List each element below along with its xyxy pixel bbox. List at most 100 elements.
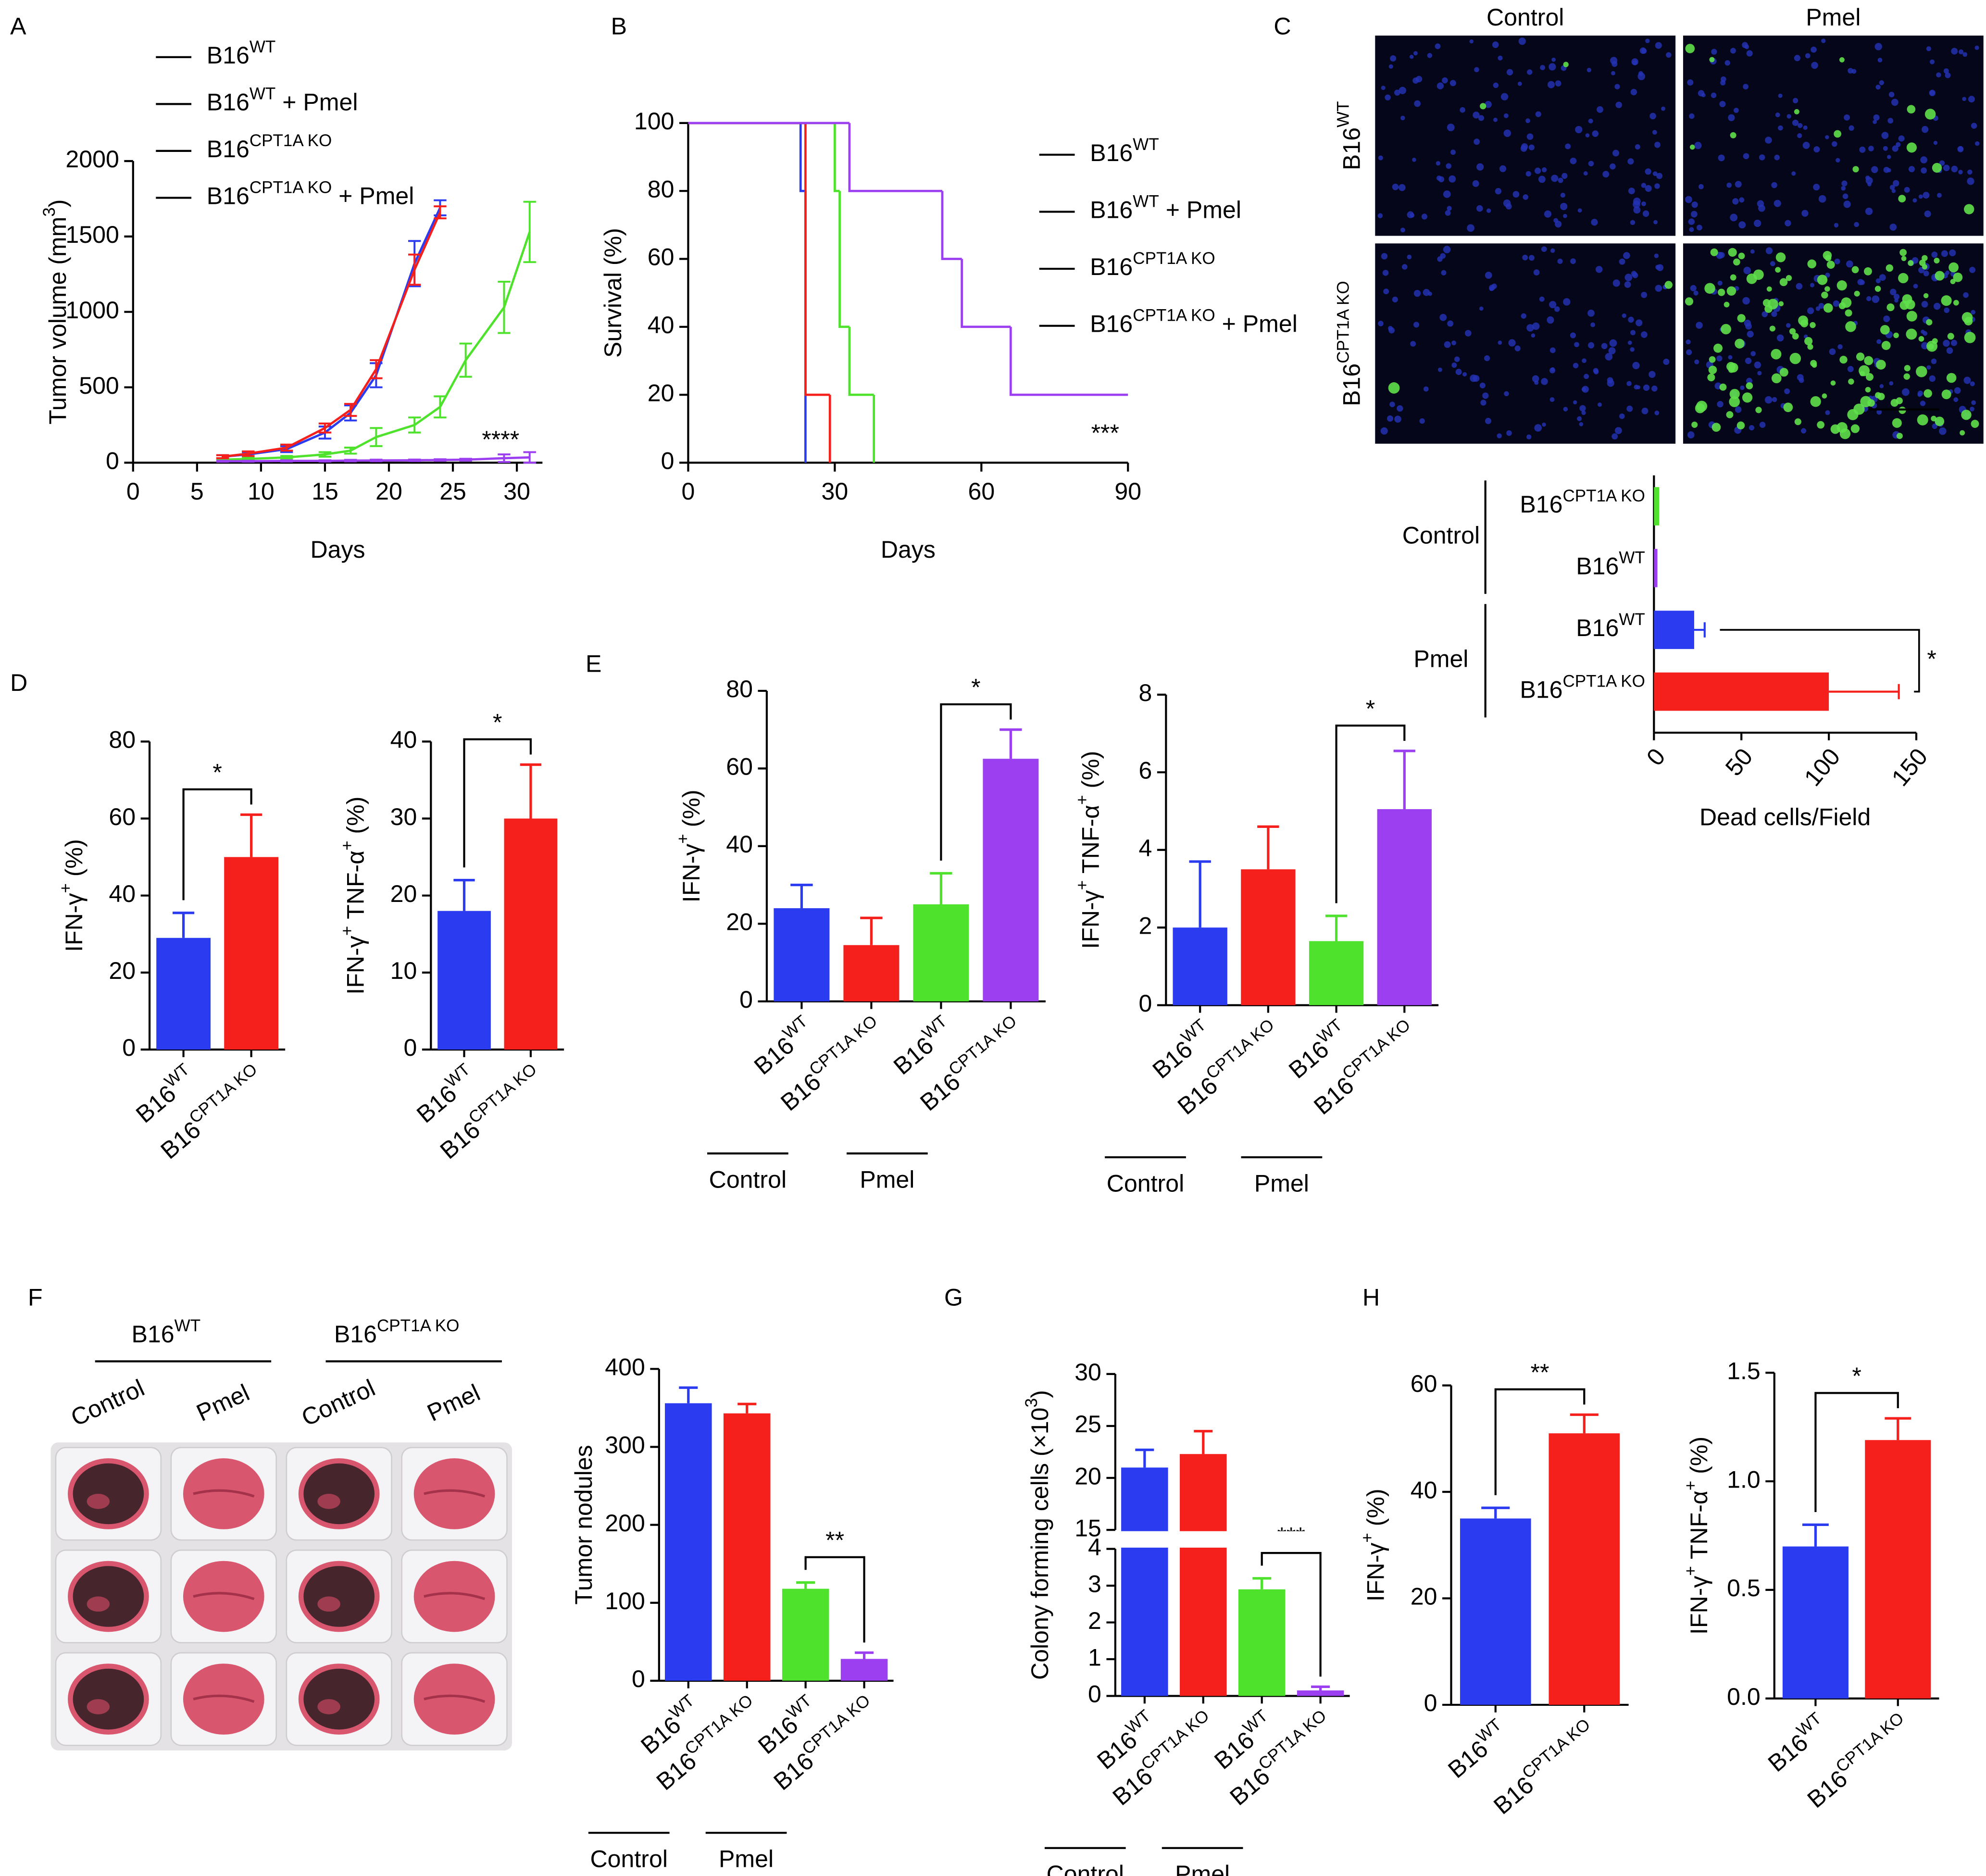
dead-cell [1480, 103, 1486, 110]
significance-label: ** [1531, 1359, 1549, 1386]
lung [183, 1663, 264, 1735]
significance-label: * [493, 709, 502, 736]
nucleus [1743, 84, 1749, 90]
nucleus [1945, 72, 1951, 78]
nucleus [1627, 158, 1634, 165]
superscript: WT [1133, 135, 1159, 154]
text-part: B16 [1576, 614, 1619, 641]
x-tick-label: 5 [190, 478, 204, 505]
nucleus [1693, 290, 1699, 296]
nucleus [1444, 341, 1451, 348]
dead-cell [1824, 303, 1833, 313]
nucleus [1497, 433, 1502, 438]
nucleus [1645, 185, 1652, 192]
nucleus [1469, 39, 1474, 44]
superscript: 3 [1022, 1398, 1041, 1407]
nucleus [1503, 113, 1509, 118]
dead-cell [1886, 303, 1895, 312]
y-tick-label: 0 [1424, 1689, 1437, 1716]
nucleus [1868, 146, 1874, 151]
nucleus [1883, 166, 1890, 173]
nucleus [1655, 42, 1662, 49]
nucleus [1642, 210, 1649, 217]
y-axis-label: Colony forming cells (×103) [1022, 1390, 1053, 1680]
nucleus [1636, 385, 1641, 389]
nucleus [1931, 251, 1938, 258]
dead-cell [1877, 393, 1885, 400]
nucleus [1893, 293, 1900, 300]
nucleus [1607, 379, 1614, 387]
dead-cell [1738, 252, 1745, 260]
error-bar [796, 1581, 815, 1589]
text-part: B16 [1576, 553, 1619, 580]
error-bar [318, 451, 332, 458]
bar [782, 1588, 829, 1681]
nucleus [1797, 123, 1803, 128]
text-part: + Pmel [275, 89, 358, 116]
x-tick-label: 15 [312, 478, 338, 505]
significance-bracket [463, 738, 532, 868]
dead-cell [1810, 322, 1816, 328]
y-tick-label: 0 [122, 1034, 136, 1061]
nucleus [1874, 43, 1882, 50]
nucleus [1800, 428, 1807, 434]
nucleus [1582, 386, 1589, 393]
nucleus [1746, 50, 1753, 57]
nucleus [1742, 297, 1750, 305]
nucleus [1698, 90, 1705, 97]
nucleus [1383, 288, 1389, 295]
dead-cell [1906, 311, 1917, 322]
error-bar [523, 200, 536, 263]
nucleus [1388, 327, 1395, 334]
error-bar [459, 342, 472, 378]
nucleus [1612, 279, 1620, 287]
error-bar [453, 879, 475, 911]
significance-bracket [1335, 725, 1406, 903]
nucleus [1630, 330, 1636, 336]
y-tick-label: 2 [1138, 912, 1152, 939]
nucleus [1636, 319, 1643, 326]
y-tick-label: 1.0 [1727, 1466, 1761, 1493]
nucleus [1653, 220, 1658, 225]
nucleus [1619, 258, 1625, 265]
nucleus [1609, 339, 1617, 347]
nucleus [1412, 158, 1416, 162]
dead-cell [1824, 286, 1830, 292]
lung [183, 1561, 264, 1632]
nucleus [1394, 89, 1400, 96]
nucleus [1611, 71, 1615, 75]
nucleus [1423, 288, 1430, 296]
y-tick-label: 4 [1088, 1534, 1101, 1561]
error-bar [216, 460, 229, 463]
nucleus [1473, 112, 1480, 119]
dead-cell [1880, 325, 1890, 335]
y-tick-label: 15 [1074, 1514, 1101, 1541]
nucleus [1592, 130, 1599, 137]
dead-cell [1755, 407, 1762, 413]
superscript: + [674, 834, 692, 843]
nucleus [1388, 64, 1393, 69]
nucleus [1821, 38, 1826, 43]
y-tick-label: 3 [1088, 1570, 1101, 1597]
nucleus [1836, 158, 1840, 163]
dead-cell [1903, 373, 1910, 380]
y-tick-label: 1000 [65, 297, 119, 324]
nucleus [1696, 225, 1702, 231]
nucleus [1749, 425, 1755, 431]
dead-cell [1886, 264, 1894, 272]
bar [437, 911, 491, 1050]
bar [1297, 1690, 1344, 1696]
text-part: IFN-γ [61, 893, 87, 952]
text-part: + Pmel [1159, 197, 1241, 224]
dead-cell [1771, 373, 1782, 384]
nucleus [1526, 69, 1533, 75]
y-tick-label: 20 [648, 379, 674, 406]
nucleus [1491, 283, 1497, 289]
dead-cell [1924, 389, 1932, 398]
superscript: CPT1A KO [1562, 672, 1645, 690]
nucleus [1632, 362, 1640, 369]
superscript: + [1681, 1481, 1700, 1490]
nucleus [1541, 167, 1547, 173]
nucleus [1626, 405, 1633, 412]
